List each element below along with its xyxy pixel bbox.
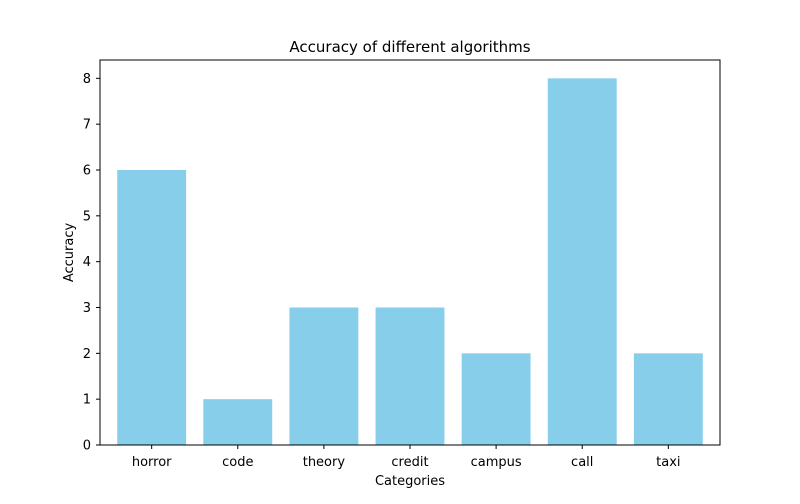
y-tick-label: 2 <box>83 347 91 362</box>
x-tick-label: call <box>571 455 593 470</box>
bar-horror <box>117 170 187 445</box>
x-tick-label: credit <box>391 455 428 470</box>
x-axis-label: Categories <box>375 474 445 489</box>
y-tick-label: 0 <box>83 439 91 454</box>
x-tick-label: theory <box>303 455 346 470</box>
x-axis-ticks: horror code theory credit campus call taxi <box>132 445 681 470</box>
x-tick-label: horror <box>132 455 172 470</box>
bar-theory <box>289 307 359 445</box>
y-tick-label: 7 <box>83 118 91 133</box>
y-tick-label: 4 <box>83 255 91 270</box>
x-tick-label: campus <box>471 455 522 470</box>
chart-title: Accuracy of different algorithms <box>289 38 530 56</box>
bar-code <box>203 399 273 445</box>
bars-group <box>117 78 703 445</box>
bar-credit <box>375 307 445 445</box>
y-tick-label: 1 <box>83 393 91 408</box>
x-tick-label: code <box>222 455 253 470</box>
y-tick-label: 5 <box>83 209 91 224</box>
y-tick-label: 6 <box>83 164 91 179</box>
x-tick-label: taxi <box>656 455 680 470</box>
bar-campus <box>461 353 531 445</box>
y-axis-ticks: 0 1 2 3 4 5 6 7 8 <box>83 72 100 454</box>
bar-taxi <box>633 353 703 445</box>
y-tick-label: 3 <box>83 301 91 316</box>
bar-call <box>547 78 617 445</box>
y-axis-label: Accuracy <box>62 223 77 283</box>
y-tick-label: 8 <box>83 72 91 87</box>
plot-frame <box>99 59 721 446</box>
